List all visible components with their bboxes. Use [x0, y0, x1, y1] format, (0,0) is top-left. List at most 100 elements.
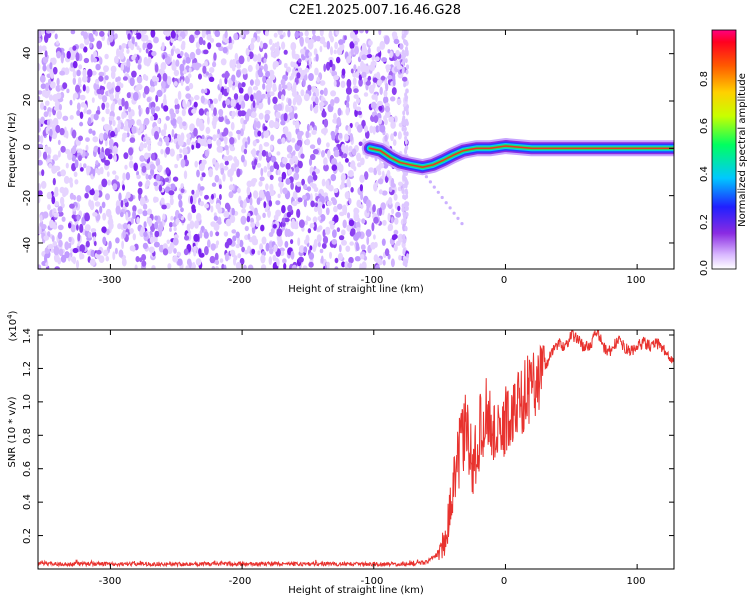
noise-point	[49, 30, 56, 34]
noise-point	[57, 206, 63, 213]
noise-point	[118, 105, 123, 111]
noise-point	[210, 104, 214, 111]
noise-point	[218, 46, 224, 52]
noise-point	[99, 167, 103, 173]
noise-point	[224, 144, 229, 151]
noise-point	[52, 191, 59, 198]
noise-point	[92, 130, 96, 136]
noise-point	[283, 62, 288, 69]
noise-point	[305, 130, 310, 139]
noise-point	[180, 188, 185, 194]
noise-point	[360, 157, 365, 166]
noise-point	[93, 145, 99, 153]
noise-point	[121, 43, 127, 49]
noise-point	[280, 94, 285, 101]
noise-point	[319, 101, 325, 107]
noise-point	[353, 207, 359, 215]
noise-point	[215, 231, 220, 237]
noise-point	[251, 148, 257, 158]
noise-point	[349, 133, 354, 142]
noise-point	[364, 125, 368, 133]
noise-point	[204, 149, 210, 158]
noise-point	[103, 123, 110, 131]
noise-point	[358, 141, 363, 147]
noise-point	[311, 129, 317, 135]
noise-point	[120, 199, 124, 208]
noise-point	[46, 119, 51, 126]
noise-point	[82, 69, 87, 78]
noise-point	[143, 231, 148, 238]
noise-point	[226, 86, 230, 93]
noise-point	[228, 184, 234, 191]
noise-point	[72, 77, 77, 85]
noise-point	[286, 228, 292, 238]
noise-point	[341, 261, 346, 268]
noise-point	[383, 89, 388, 98]
noise-point	[38, 183, 41, 191]
noise-point	[391, 87, 397, 96]
noise-point	[214, 30, 221, 38]
noise-point	[123, 152, 129, 160]
noise-point	[388, 116, 395, 123]
noise-point	[151, 50, 157, 57]
noise-point	[403, 130, 407, 136]
noise-point	[269, 74, 276, 81]
noise-point	[332, 198, 338, 206]
noise-point	[265, 190, 271, 200]
noise-point	[69, 99, 73, 106]
noise-point	[309, 193, 313, 202]
noise-point	[381, 57, 388, 63]
noise-point	[49, 81, 56, 89]
noise-point	[38, 45, 43, 54]
noise-point	[353, 234, 359, 241]
noise-point	[372, 204, 376, 213]
noise-point	[122, 76, 128, 81]
noise-point	[115, 77, 119, 83]
noise-point	[261, 132, 264, 139]
noise-point	[300, 89, 305, 97]
noise-point	[365, 80, 371, 86]
noise-point	[124, 164, 128, 170]
noise-point	[213, 215, 219, 222]
noise-point	[41, 45, 47, 52]
noise-point	[314, 67, 319, 76]
noise-point	[172, 237, 179, 246]
noise-point	[136, 45, 140, 50]
noise-point	[231, 110, 236, 117]
noise-point	[393, 193, 398, 201]
signal-dot	[436, 190, 440, 194]
noise-point	[154, 106, 161, 112]
noise-point	[348, 219, 355, 227]
noise-point	[280, 120, 286, 126]
noise-point	[99, 151, 105, 160]
noise-point	[149, 163, 155, 169]
noise-point	[404, 206, 408, 212]
noise-point	[191, 108, 197, 114]
noise-point	[87, 117, 92, 125]
noise-point	[214, 174, 220, 183]
noise-point	[106, 171, 110, 178]
noise-point	[147, 144, 152, 152]
noise-point	[290, 239, 294, 245]
noise-point	[319, 30, 324, 37]
noise-point	[38, 226, 42, 235]
noise-point	[361, 71, 367, 79]
noise-point	[228, 131, 233, 138]
noise-point	[405, 51, 409, 57]
noise-point	[283, 49, 288, 55]
noise-point	[139, 257, 143, 263]
noise-point	[402, 248, 406, 253]
noise-point	[150, 101, 156, 109]
noise-point	[296, 140, 302, 146]
noise-point	[214, 162, 220, 169]
noise-point	[406, 253, 410, 259]
noise-point	[186, 101, 190, 108]
noise-point	[346, 101, 350, 109]
noise-point	[317, 207, 323, 216]
noise-point	[346, 56, 352, 64]
noise-point	[44, 145, 49, 154]
noise-point	[259, 40, 264, 49]
noise-point	[325, 61, 331, 71]
signal-dot	[444, 201, 448, 205]
